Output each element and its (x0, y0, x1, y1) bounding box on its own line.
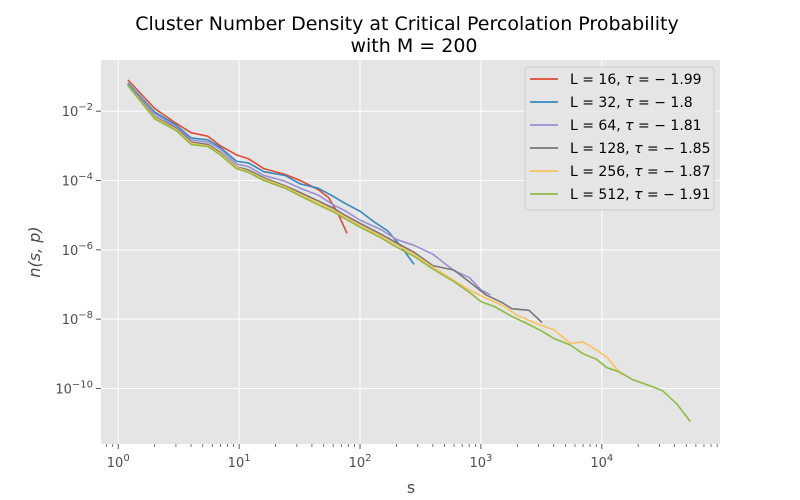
y-tick-base: 10 (62, 175, 79, 190)
y-axis-label-group: n(s, p) (25, 226, 44, 277)
x-tick-exponent: 0 (123, 453, 129, 464)
y-tick-label: 10−4 (62, 172, 93, 190)
y-tick-labels: 10−210−410−610−810−10 (55, 102, 93, 397)
legend-label-3: L = 64, τ = − 1.81 (570, 118, 702, 134)
y-tick-base: 10 (62, 313, 79, 328)
x-tick-exponent: 3 (486, 453, 492, 464)
legend-label-4: L = 128, τ = − 1.85 (570, 141, 710, 157)
x-tick-label: 101 (228, 453, 251, 471)
x-tick-base: 10 (469, 456, 486, 471)
x-tick-exponent: 2 (365, 453, 371, 464)
chart-subtitle: with M = 200 (350, 35, 477, 57)
series-line-2 (127, 82, 415, 265)
legend: L = 16, τ = − 1.99 L = 32, τ = − 1.8 L = 6… (524, 66, 715, 211)
x-tick-exponent: 1 (244, 453, 250, 464)
series-line-4 (127, 84, 543, 324)
y-tick-base: 10 (62, 244, 79, 259)
x-tick-base: 10 (228, 456, 245, 471)
legend-label-2: L = 32, τ = − 1.8 (570, 95, 693, 111)
legend-box (524, 66, 715, 211)
chart-title: Cluster Number Density at Critical Perco… (135, 13, 678, 35)
series-line-6 (127, 85, 691, 423)
x-tick-base: 10 (107, 456, 124, 471)
x-tick-label: 103 (469, 453, 492, 471)
x-tick-exponent: 4 (607, 453, 613, 464)
x-tick-label: 102 (349, 453, 372, 471)
series-line-1 (127, 79, 348, 234)
y-tick-label: 10−6 (62, 241, 93, 259)
x-tick-labels: 100 101 102 103 104 (107, 453, 613, 471)
y-tick-exponent: −4 (78, 172, 93, 183)
series-line-3 (127, 83, 491, 296)
y-tick-label: 10−10 (55, 379, 93, 397)
y-tick-exponent: −10 (72, 379, 93, 390)
y-tick-exponent: −2 (78, 102, 93, 113)
x-tick-base: 10 (349, 456, 366, 471)
minor-ticks (106, 444, 718, 447)
y-tick-exponent: −8 (78, 310, 93, 321)
y-axis-label: n(s, p) (25, 226, 44, 277)
legend-label-1: L = 16, τ = − 1.99 (570, 72, 702, 88)
y-tick-label: 10−8 (62, 310, 93, 328)
y-tick-base: 10 (62, 105, 79, 120)
x-tick-label: 100 (107, 453, 130, 471)
y-tick-base: 10 (55, 382, 72, 397)
legend-label-5: L = 256, τ = − 1.87 (570, 164, 710, 180)
x-axis-label: s (407, 478, 415, 497)
x-tick-label: 104 (590, 453, 613, 471)
legend-label-6: L = 512, τ = − 1.91 (570, 187, 710, 203)
series-group (127, 79, 691, 423)
y-tick-label: 10−2 (62, 102, 93, 120)
y-tick-exponent: −6 (78, 241, 93, 252)
x-tick-base: 10 (590, 456, 607, 471)
series-line-5 (127, 84, 622, 376)
